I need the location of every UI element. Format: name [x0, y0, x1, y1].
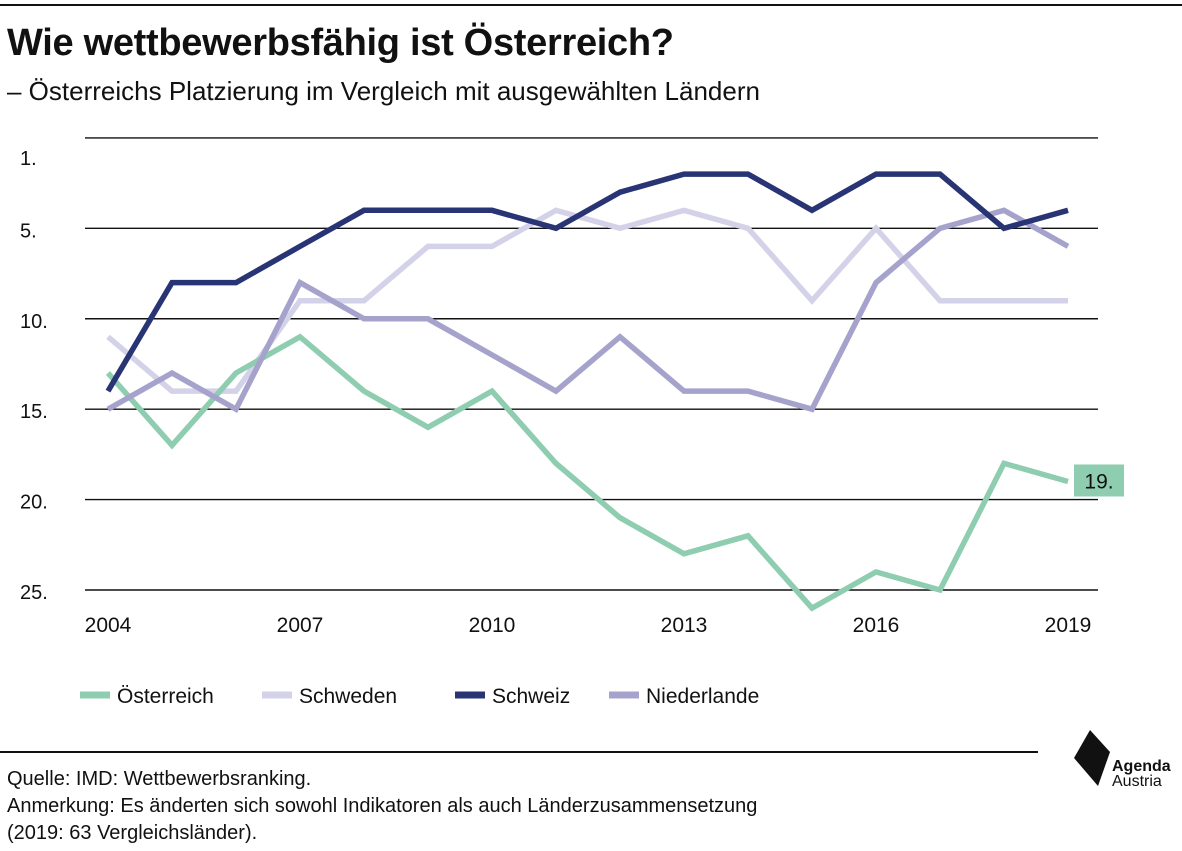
series-line-schweiz [105, 171, 1069, 393]
y-tick-label: 20. [20, 492, 48, 514]
legend-label: Schweiz [492, 685, 570, 708]
legend-label: Österreich [117, 685, 214, 708]
logo-line-1: Agenda [1112, 758, 1171, 775]
agenda-austria-logo-icon [1074, 730, 1110, 786]
y-axis-ticks: 1. 5. 10. 15. 20. 25. [20, 148, 48, 604]
x-tick-label: 2016 [853, 614, 900, 637]
y-tick-label: 25. [20, 582, 48, 604]
x-axis-ticks: 2004 2007 2010 2013 2016 2019 [85, 614, 1092, 637]
x-tick-label: 2013 [661, 614, 708, 637]
series-line-sterreich [105, 333, 1069, 612]
y-tick-label: 5. [20, 220, 37, 242]
x-tick-label: 2019 [1045, 614, 1092, 637]
x-tick-label: 2010 [469, 614, 516, 637]
note-text-line-2: (2019: 63 Vergleichsländer). [7, 822, 258, 844]
y-tick-label: 15. [20, 401, 48, 423]
legend-label: Schweden [299, 685, 397, 708]
end-label-box [1074, 464, 1124, 497]
logo-text: Agenda Austria [1112, 758, 1171, 790]
legend: Österreich Schweden Schweiz Niederlande [80, 685, 759, 708]
legend-label: Niederlande [646, 685, 759, 708]
series-lines [105, 171, 1070, 612]
series-line-niederlande [106, 207, 1070, 414]
annotations: 19. [1074, 464, 1124, 497]
source-text: Quelle: IMD: Wettbewerbsranking. [7, 768, 312, 790]
gridlines [85, 137, 1098, 591]
line-chart: 1. 5. 10. 15. 20. 25. 2004 2007 2010 2013 2016 201… [20, 137, 1124, 708]
y-tick-label: 10. [20, 311, 48, 333]
note-text-line-1: Anmerkung: Es änderten sich sowohl Indik… [7, 795, 758, 817]
footer-rule [0, 751, 1038, 753]
logo-line-2: Austria [1112, 773, 1162, 790]
chart-subtitle: – Österreichs Platzierung im Vergleich m… [7, 76, 760, 106]
chart-title: Wie wettbewerbsfähig ist Österreich? [7, 22, 674, 64]
x-tick-label: 2007 [277, 614, 324, 637]
footer: Quelle: IMD: Wettbewerbsranking. Anmerku… [7, 766, 757, 847]
x-tick-label: 2004 [85, 614, 132, 637]
y-tick-label: 1. [20, 148, 37, 170]
top-rule [0, 4, 1182, 6]
end-label: 19. [1084, 471, 1113, 494]
